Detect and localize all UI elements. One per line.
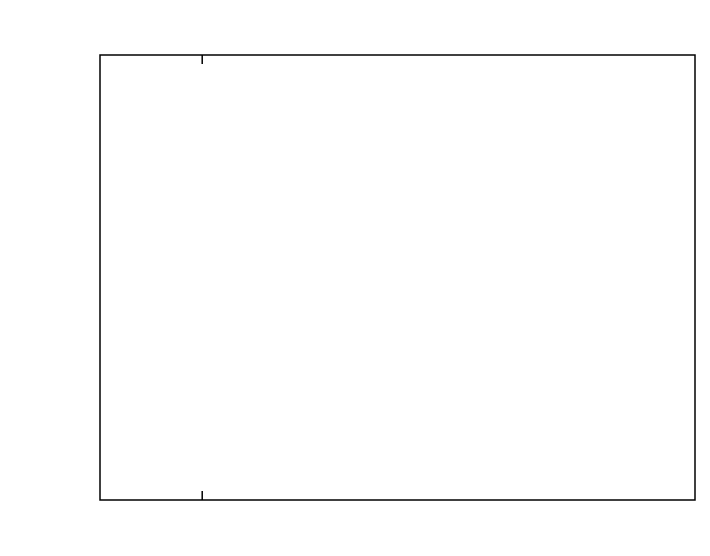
spectrum-chart [0,0,710,556]
